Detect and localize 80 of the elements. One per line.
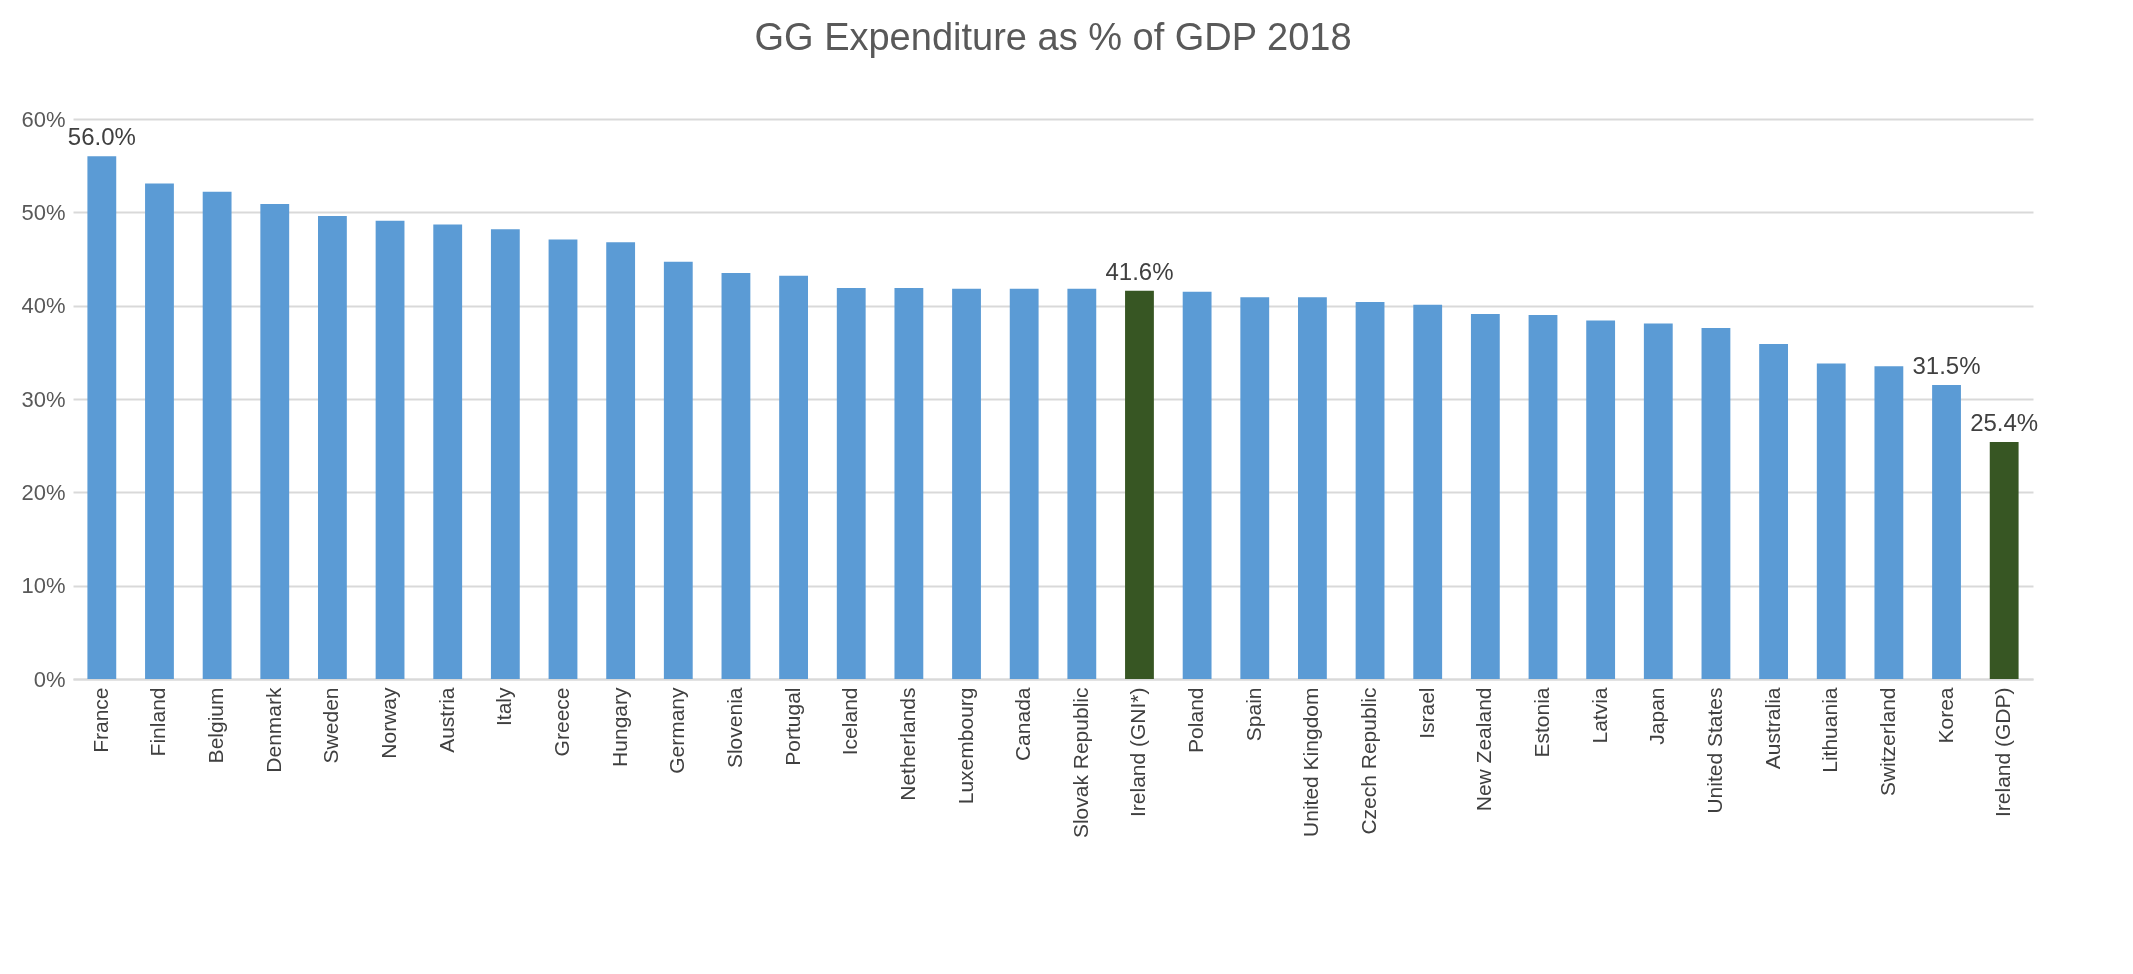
x-tick-label: Austria [434,687,458,753]
bar [548,239,578,679]
data-label: 56.0% [67,123,136,151]
x-tick-label: Switzerland [1875,687,1899,797]
y-tick-label: 0% [33,666,66,692]
bar [1643,323,1673,679]
bar [1932,385,1961,679]
y-tick-label: 60% [21,106,66,132]
x-tick-label: Hungary [607,687,631,767]
x-tick-label: United States [1702,687,1726,814]
bar [606,242,636,679]
bar [87,156,117,679]
bar [1355,301,1385,679]
x-tick-label: Luxembourg [953,687,977,805]
x-tick-label: Spain [1241,687,1265,742]
data-label: 25.4% [1970,408,2039,436]
data-label: 41.6% [1105,257,1174,285]
x-tick-label: Norway [377,687,401,759]
bar [1470,314,1500,679]
y-tick-label: 20% [21,479,66,505]
bar [663,261,693,679]
bar [1240,297,1270,679]
x-tick-label: Ireland (GDP) [1991,687,2015,818]
bar [1816,363,1846,679]
bar [260,203,290,679]
bar [779,275,808,679]
x-tick-label: Finland [146,687,170,757]
data-label: 31.5% [1912,352,1981,379]
x-tick-label: New Zealand [1472,687,1496,812]
x-tick-label: Belgium [204,687,228,764]
x-tick-label: Iceland [838,687,862,756]
bar [1413,304,1443,679]
bar [1067,288,1097,679]
x-tick-label: Canada [1011,687,1035,762]
bar [1586,320,1616,679]
bar [894,287,924,679]
x-tick-label: Greece [550,687,573,757]
x-tick-label: United Kingdom [1299,687,1323,837]
x-tick-label: Czech Republic [1357,687,1381,835]
y-tick-label: 50% [21,199,66,225]
x-tick-label: Slovak Republic [1068,687,1092,839]
x-tick-label: Latvia [1587,687,1611,744]
bar [375,220,405,679]
x-tick-label: Italy [492,687,516,727]
bar [490,229,520,679]
x-tick-label: Netherlands [895,687,919,801]
bar [1009,288,1039,679]
bar [1182,291,1212,679]
bar [145,183,174,679]
x-tick-label: Korea [1933,687,1957,744]
bar [1989,441,2019,679]
bar [1874,366,1904,679]
bar [1701,328,1731,679]
x-tick-label: Portugal [780,687,804,766]
y-tick-label: 40% [21,293,66,319]
bar [433,224,463,679]
x-tick-label: Germany [665,687,689,774]
x-tick-label: Australia [1760,687,1784,770]
bar [318,216,347,679]
chart-title: GG Expenditure as % of GDP 2018 [754,16,1352,58]
x-tick-label: Slovenia [722,687,746,769]
bar [1125,290,1154,679]
bar [1528,315,1558,679]
bar [952,288,981,679]
x-tick-label: Estonia [1530,687,1553,758]
y-tick-label: 10% [21,573,66,599]
x-tick-label: Japan [1645,687,1669,745]
y-tick-label: 30% [21,386,66,412]
bar [721,273,751,679]
bar [1298,297,1327,679]
x-tick-label: Sweden [319,687,343,764]
x-tick-label: Ireland (GNI*) [1126,687,1150,818]
bar [1759,343,1788,679]
x-tick-label: Poland [1184,687,1208,753]
x-tick-label: Lithuania [1818,687,1842,773]
x-tick-label: France [88,687,112,753]
bar [202,191,232,679]
x-tick-label: Denmark [261,687,285,773]
bar [836,287,866,679]
x-tick-label: Israel [1414,687,1438,739]
